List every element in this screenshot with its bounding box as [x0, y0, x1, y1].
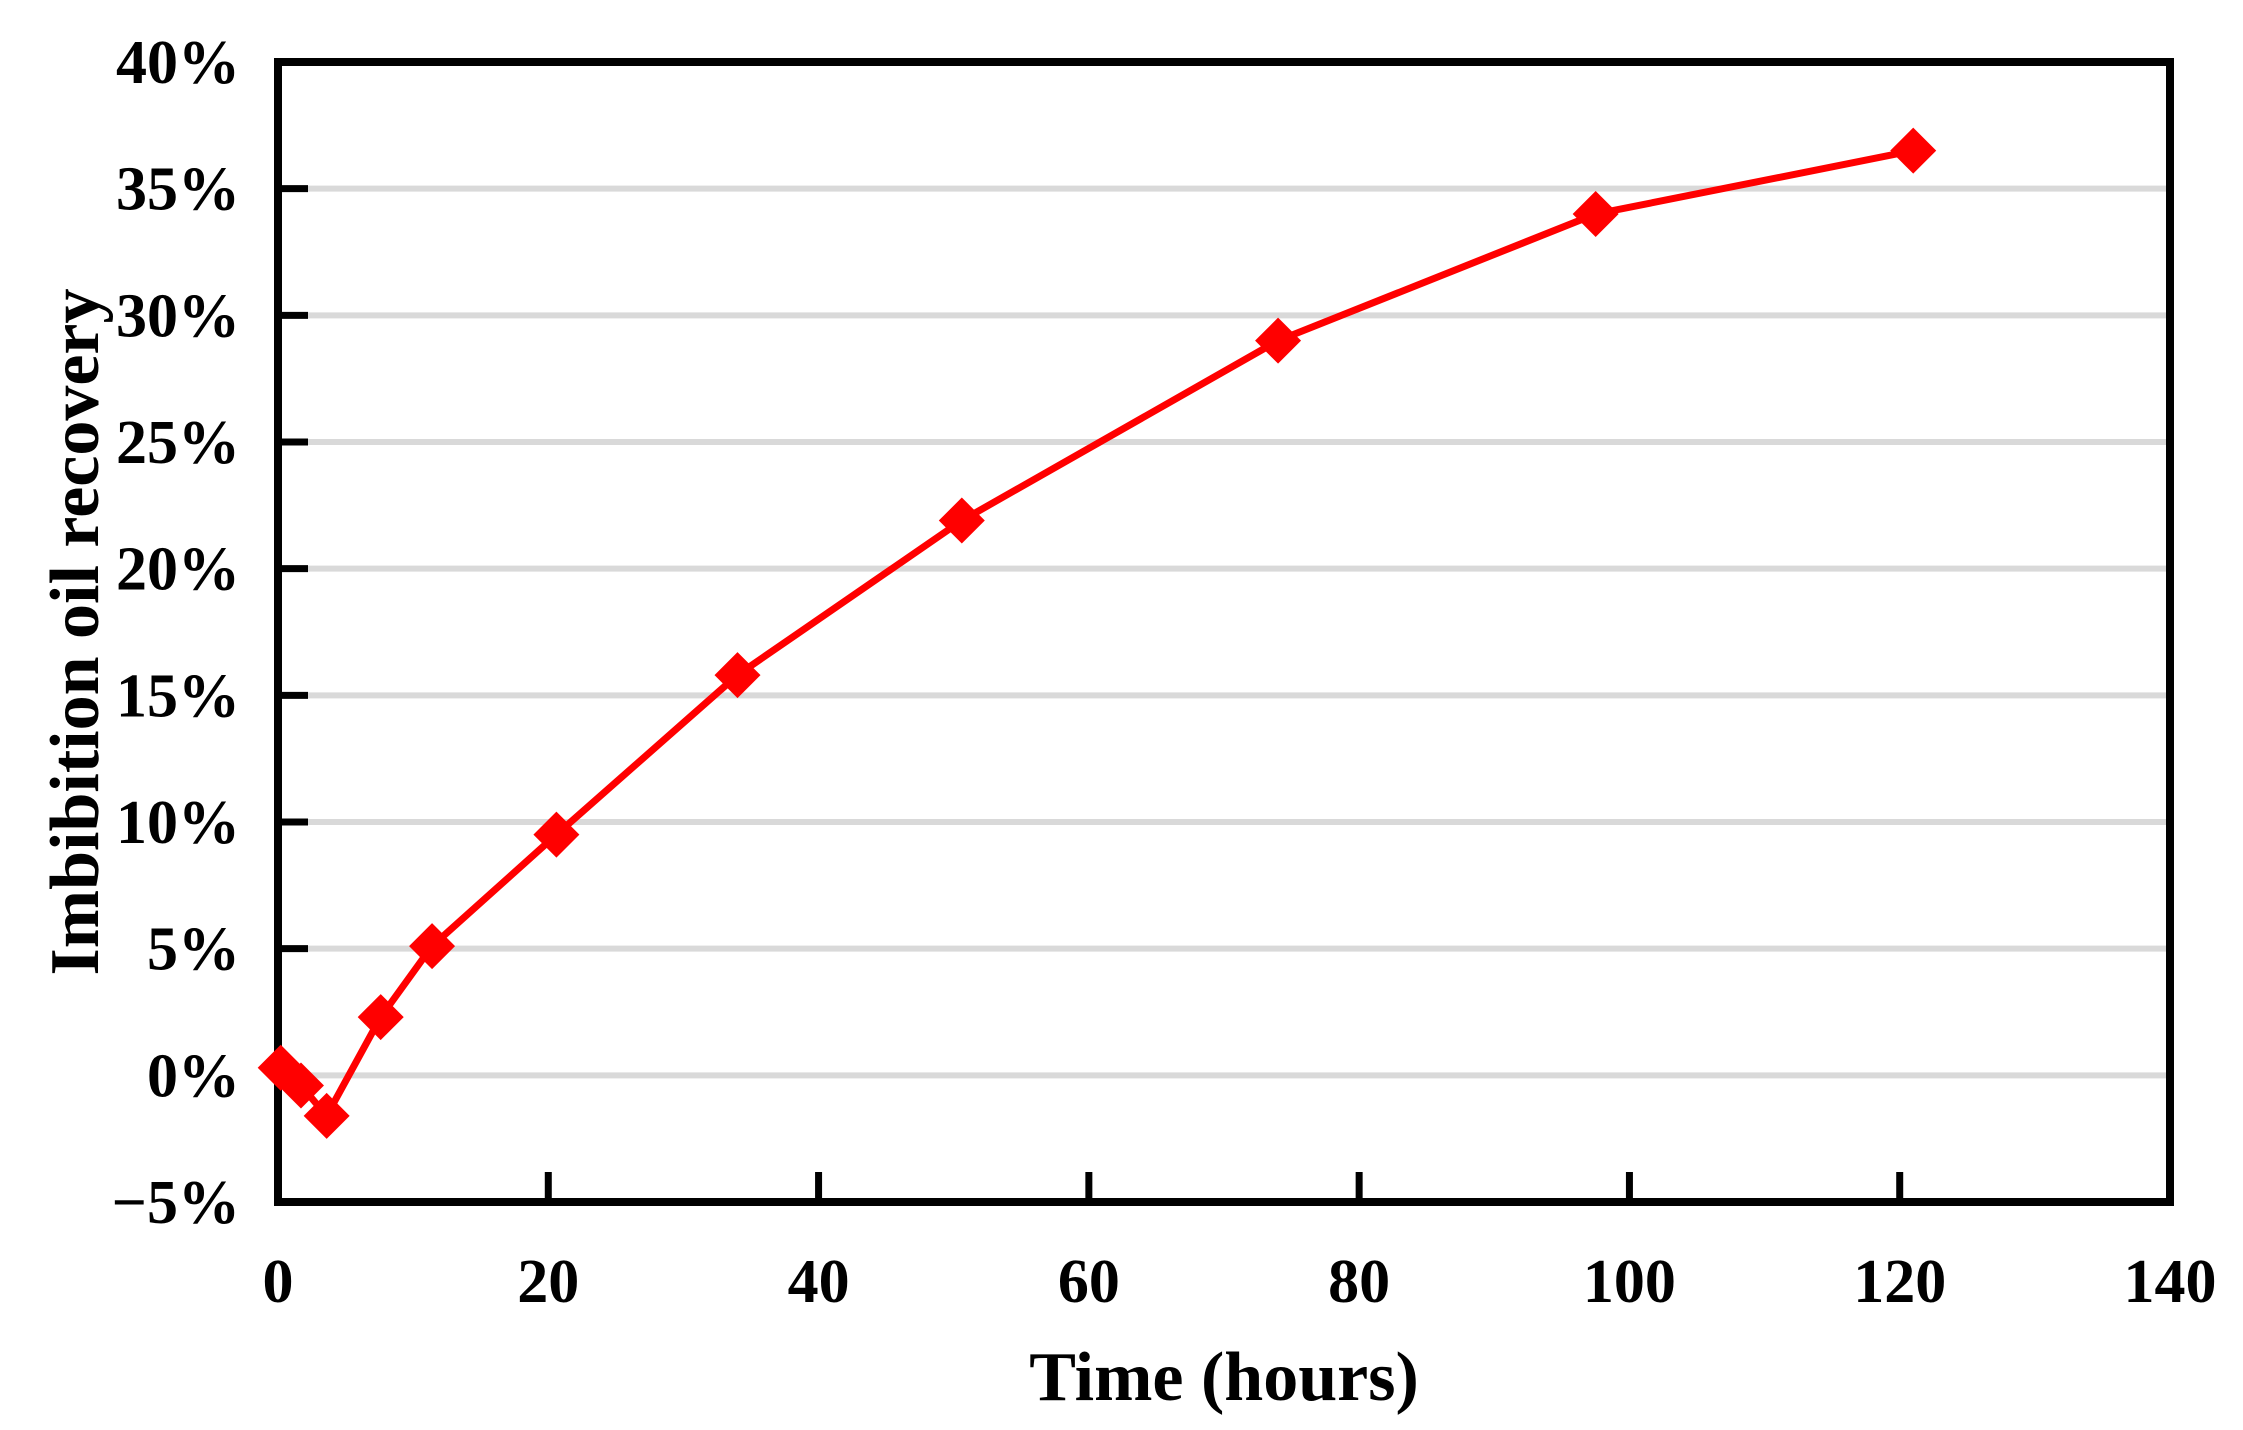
y-tick-label: 35% [116, 156, 240, 224]
y-tick-label: 30% [116, 282, 240, 350]
plot-frame-group [274, 58, 2174, 1206]
y-tick-label: 20% [116, 536, 240, 604]
data-point-marker [409, 923, 456, 970]
x-tick-label: 80 [1328, 1248, 1390, 1316]
x-tick-label: 60 [1058, 1248, 1120, 1316]
data-point-marker [303, 1092, 350, 1139]
data-point-marker [357, 994, 404, 1041]
y-tick-label: −5% [112, 1169, 240, 1237]
data-point-marker [533, 811, 580, 858]
data-point-marker [714, 652, 761, 699]
data-point-marker [938, 497, 985, 544]
y-tick-label: 5% [147, 916, 240, 984]
y-tick-label: 25% [116, 409, 240, 477]
data-point-marker [277, 1062, 324, 1109]
x-tick-label: 40 [788, 1248, 850, 1316]
x-tick-label: 0 [263, 1248, 294, 1316]
x-axis-title: Time (hours) [1029, 1339, 1419, 1416]
x-tick-labels-group: 0 20 40 60 80 100 120 140 [263, 1248, 2217, 1316]
x-tick-label: 120 [1853, 1248, 1946, 1316]
gridlines-group [278, 185, 2170, 1079]
plot-frame-rect [274, 58, 2174, 1206]
data-point-marker [1572, 191, 1619, 237]
y-tick-label: 0% [147, 1042, 240, 1110]
x-tick-label: 140 [2124, 1248, 2217, 1316]
series-line [278, 147, 1914, 1123]
axis-ticks-group [274, 58, 2174, 1206]
x-tick-label: 100 [1583, 1248, 1676, 1316]
data-point-marker [1255, 317, 1302, 364]
x-tick-label: 20 [517, 1248, 579, 1316]
y-tick-labels-group: 40% 35% 30% 25% 20% 15% 10% 5% 0% −5% [112, 29, 240, 1237]
y-tick-label: 40% [116, 29, 240, 97]
data-series-group [257, 127, 1937, 1139]
y-tick-label: 15% [116, 662, 240, 730]
y-axis-title: Imbibition oil recovery [37, 289, 114, 976]
data-point-marker [1890, 127, 1937, 174]
y-tick-label: 10% [116, 789, 240, 857]
